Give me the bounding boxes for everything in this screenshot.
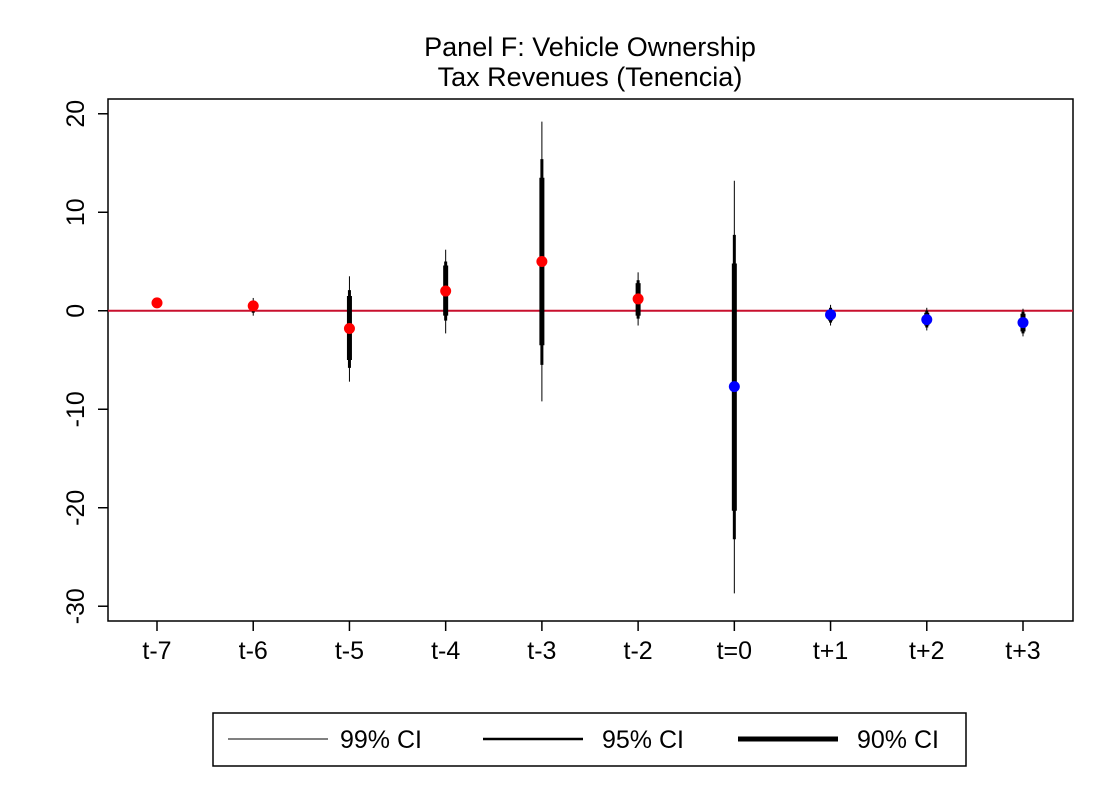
plot-area bbox=[107, 98, 1074, 622]
x-tick-label: t-2 bbox=[624, 637, 653, 665]
point-estimates bbox=[151, 256, 1029, 393]
x-tick-label: t+2 bbox=[909, 637, 944, 665]
x-tick-label: t-6 bbox=[239, 637, 268, 665]
point-estimate bbox=[921, 314, 933, 326]
point-estimate bbox=[825, 309, 837, 321]
y-tick-label: -30 bbox=[62, 588, 90, 624]
legend-label-99ci: 99% CI bbox=[340, 726, 422, 754]
legend-label-90ci: 90% CI bbox=[857, 726, 939, 754]
x-axis: t-7 t-6 t-5 t-4 t-3 t-2 t=0 t+1 t+2 t+3 bbox=[142, 621, 1041, 665]
legend-box bbox=[212, 712, 967, 767]
x-tick-label: t=0 bbox=[717, 637, 752, 665]
chart-title-line2: Tax Revenues (Tenencia) bbox=[438, 62, 743, 92]
point-estimate bbox=[247, 300, 259, 312]
ci-bars bbox=[250, 121, 1026, 594]
x-tick-label: t-7 bbox=[142, 637, 171, 665]
x-tick-label: t+1 bbox=[813, 637, 848, 665]
legend: 99% CI 95% CI 90% CI bbox=[212, 712, 967, 767]
point-estimate bbox=[728, 381, 740, 393]
point-estimate bbox=[151, 297, 163, 309]
x-tick-label: t-4 bbox=[431, 637, 460, 665]
x-tick-label: t-5 bbox=[335, 637, 364, 665]
y-tick-label: 20 bbox=[62, 100, 90, 128]
y-tick-label: -20 bbox=[62, 490, 90, 526]
point-estimate bbox=[440, 285, 452, 297]
x-tick-label: t-3 bbox=[527, 637, 556, 665]
x-tick-label: t+3 bbox=[1005, 637, 1040, 665]
y-tick-label: 0 bbox=[62, 304, 90, 318]
y-tick-label: -10 bbox=[62, 391, 90, 427]
point-estimate bbox=[632, 293, 644, 305]
point-estimate bbox=[536, 256, 548, 268]
chart-title-line1: Panel F: Vehicle Ownership bbox=[424, 32, 756, 62]
point-estimate bbox=[1017, 317, 1029, 329]
legend-label-95ci: 95% CI bbox=[602, 726, 684, 754]
y-tick-label: 10 bbox=[62, 198, 90, 226]
point-estimate bbox=[343, 322, 355, 334]
y-axis: 20 10 0 -10 -20 -30 bbox=[62, 100, 108, 624]
